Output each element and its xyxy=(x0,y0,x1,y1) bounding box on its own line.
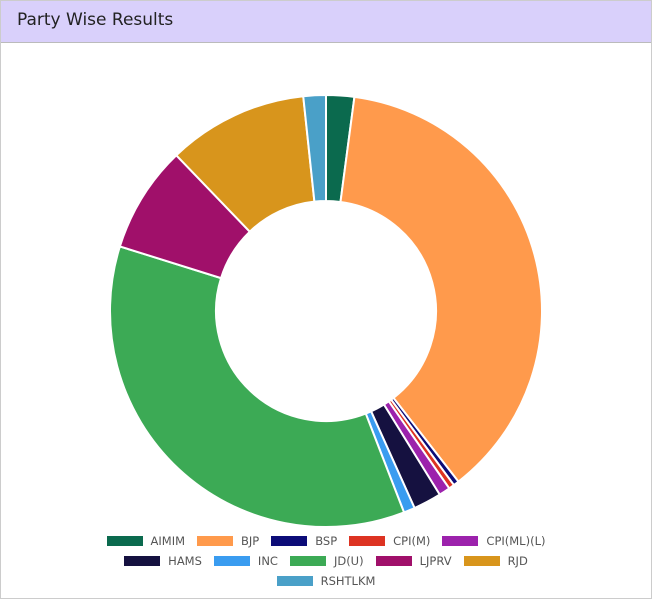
legend-swatch xyxy=(375,556,412,566)
legend-item[interactable]: INC xyxy=(213,554,278,568)
legend-label: RSHTLKM xyxy=(320,574,376,588)
legend-label: INC xyxy=(257,554,278,568)
legend-label: BSP xyxy=(315,534,338,548)
legend-swatch xyxy=(463,556,500,566)
legend-item[interactable]: HAMS xyxy=(124,554,202,568)
legend-swatch xyxy=(271,536,308,546)
legend-label: AIMIM xyxy=(150,534,186,548)
legend-label: JD(U) xyxy=(333,554,364,568)
legend-label: BJP xyxy=(241,534,260,548)
legend-item[interactable]: BJP xyxy=(197,534,259,548)
legend-item[interactable]: AIMIM xyxy=(106,534,186,548)
legend-item[interactable]: RSHTLKM xyxy=(276,574,376,588)
legend-swatch xyxy=(349,536,386,546)
legend-swatch xyxy=(276,576,313,586)
legend-label: CPI(M) xyxy=(393,534,431,548)
legend-label: RJD xyxy=(507,554,528,568)
legend-swatch xyxy=(289,556,326,566)
legend-swatch xyxy=(213,556,250,566)
header: Party Wise Results xyxy=(1,1,651,43)
slice[interactable] xyxy=(339,95,543,484)
legend-item[interactable]: RJD xyxy=(463,554,528,568)
legend-swatch xyxy=(442,536,479,546)
slice[interactable] xyxy=(302,93,327,203)
title: Party Wise Results xyxy=(17,10,174,30)
legend: AIMIM BJP BSP CPI(M) CPI(ML)(L) HAMS INC JD(U) L… xyxy=(91,534,561,588)
legend-label: HAMS xyxy=(168,554,202,568)
legend-item[interactable]: BSP xyxy=(271,534,337,548)
legend-label: CPI(ML)(L) xyxy=(486,534,546,548)
slice[interactable] xyxy=(109,245,406,528)
chart xyxy=(109,93,543,528)
legend-label: LJPRV xyxy=(419,554,452,568)
legend-item[interactable]: LJPRV xyxy=(375,554,452,568)
legend-item[interactable]: CPI(M) xyxy=(349,534,430,548)
legend-item[interactable]: CPI(ML)(L) xyxy=(442,534,545,548)
legend-swatch xyxy=(106,536,143,546)
legend-item[interactable]: JD(U) xyxy=(289,554,364,568)
legend-swatch xyxy=(197,536,234,546)
legend-swatch xyxy=(124,556,161,566)
